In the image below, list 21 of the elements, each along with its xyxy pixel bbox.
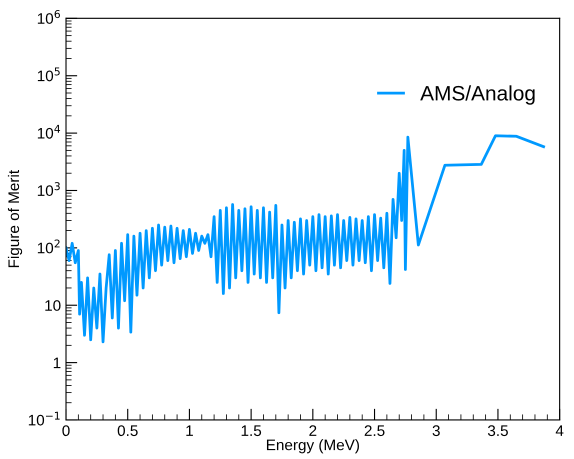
y-tick-label: 10$^{4}$ [38,124,60,139]
y-tick-label: 10$^{−1}$ [28,412,60,426]
x-tick-label: 0.5 [118,425,138,436]
y-axis-title: Figure of Merit [8,170,22,268]
legend-label: AMS/Analog [420,85,535,105]
x-tick-label: 2 [309,425,316,436]
x-tick-label: 1.5 [242,425,262,436]
x-tick-label: 3.5 [488,425,508,436]
x-tick-label: 1 [186,425,193,436]
x-tick-label: 2.5 [364,425,385,436]
x-tick-label: 0 [62,425,70,436]
x-tick-label: 4 [556,425,564,436]
y-tick-label: 10$^{6}$ [38,10,60,24]
y-tick-label: 10$^{2}$ [38,239,60,254]
x-tick-label: 3 [432,425,440,436]
y-tick-label: 10$^{5}$ [38,68,60,82]
y-tick-label: 1 [54,358,60,368]
y-tick-label: 10 [45,300,61,311]
x-axis-title: Energy (MeV) [266,439,360,454]
line-series [66,134,545,344]
y-tick-label: 10$^{3}$ [38,182,60,196]
